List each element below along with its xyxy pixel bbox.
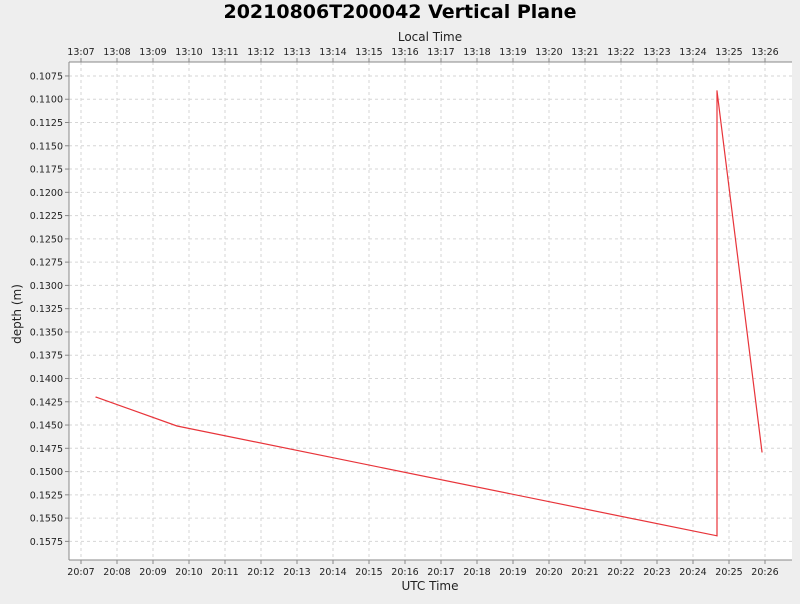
- x2-tick-label: 13:24: [679, 47, 706, 58]
- y-tick-label: 0.1200: [30, 188, 63, 199]
- x-tick-label: 20:24: [679, 567, 706, 578]
- x2-tick-label: 13:17: [427, 47, 454, 58]
- y-tick-label: 0.1375: [30, 351, 63, 362]
- x-tick-label: 20:20: [535, 567, 562, 578]
- y-tick-label: 0.1525: [30, 490, 63, 501]
- y-tick-label: 0.1075: [30, 71, 63, 82]
- x2-tick-label: 13:10: [175, 47, 202, 58]
- x-tick-label: 20:16: [391, 567, 418, 578]
- y-tick-label: 0.1250: [30, 234, 63, 245]
- x2-tick-label: 13:20: [535, 47, 562, 58]
- x2-tick-label: 13:26: [751, 47, 778, 58]
- y-tick-label: 0.1475: [30, 444, 63, 455]
- x2-tick-label: 13:25: [715, 47, 742, 58]
- x-tick-label: 20:15: [355, 567, 382, 578]
- x-tick-label: 20:14: [319, 567, 346, 578]
- x2-tick-label: 13:09: [139, 47, 166, 58]
- x-tick-label: 20:12: [247, 567, 274, 578]
- y-tick-label: 0.1225: [30, 211, 63, 222]
- x-tick-label: 20:08: [103, 567, 130, 578]
- y-tick-label: 0.1400: [30, 374, 63, 385]
- y-tick-label: 0.1325: [30, 304, 63, 315]
- x-tick-label: 20:09: [139, 567, 166, 578]
- x2-tick-label: 13:14: [319, 47, 346, 58]
- y-axis-label: depth (m): [10, 284, 24, 344]
- y-tick-label: 0.1275: [30, 258, 63, 269]
- x2-tick-label: 13:08: [103, 47, 130, 58]
- y-tick-label: 0.1175: [30, 165, 63, 176]
- x2-tick-label: 13:16: [391, 47, 418, 58]
- y-tick-label: 0.1450: [30, 421, 63, 432]
- depth-data-point: [761, 451, 763, 453]
- x2-tick-label: 13:11: [211, 47, 238, 58]
- x-tick-label: 20:19: [499, 567, 526, 578]
- x2-tick-label: 13:21: [571, 47, 598, 58]
- depth-data-point: [95, 396, 97, 398]
- x-tick-label: 20:25: [715, 567, 742, 578]
- chart-title: 20210806T200042 Vertical Plane: [223, 1, 576, 23]
- y-tick-label: 0.1575: [30, 537, 63, 548]
- x-axis-label: UTC Time: [402, 579, 459, 593]
- plot-area: [69, 62, 792, 560]
- y-tick-label: 0.1550: [30, 514, 63, 525]
- x-tick-label: 20:07: [67, 567, 94, 578]
- x-tick-label: 20:17: [427, 567, 454, 578]
- series-layer: [95, 90, 763, 537]
- y-tick-label: 0.1500: [30, 467, 63, 478]
- x-tick-label: 20:23: [643, 567, 670, 578]
- x2-tick-label: 13:13: [283, 47, 310, 58]
- grid-layer: [69, 62, 792, 560]
- x2-tick-label: 13:15: [355, 47, 382, 58]
- x2-tick-label: 13:18: [463, 47, 490, 58]
- x-tick-label: 20:26: [751, 567, 778, 578]
- x2-tick-label: 13:12: [247, 47, 274, 58]
- y-tick-label: 0.1350: [30, 327, 63, 338]
- depth-data-point: [176, 425, 178, 427]
- y-tick-label: 0.1425: [30, 397, 63, 408]
- x-tick-label: 20:18: [463, 567, 490, 578]
- x2-tick-label: 13:19: [499, 47, 526, 58]
- x2-axis-label: Local Time: [398, 30, 462, 44]
- y-tick-label: 0.1150: [30, 141, 63, 152]
- x2-tick-label: 13:23: [643, 47, 670, 58]
- x2-tick-label: 13:07: [67, 47, 94, 58]
- x-tick-label: 20:10: [175, 567, 202, 578]
- tick-layer: 20:07 13:07 20:08 13:08 20:09 13:09 20:10 13:10…: [30, 47, 779, 578]
- y-tick-label: 0.1100: [30, 95, 63, 106]
- y-tick-label: 0.1125: [30, 118, 63, 129]
- depth-data-point: [716, 90, 718, 92]
- x-tick-label: 20:13: [283, 567, 310, 578]
- x-tick-label: 20:11: [211, 567, 238, 578]
- depth-data-point: [716, 535, 718, 537]
- x2-tick-label: 13:22: [607, 47, 634, 58]
- x-tick-label: 20:21: [571, 567, 598, 578]
- y-tick-label: 0.1300: [30, 281, 63, 292]
- x-tick-label: 20:22: [607, 567, 634, 578]
